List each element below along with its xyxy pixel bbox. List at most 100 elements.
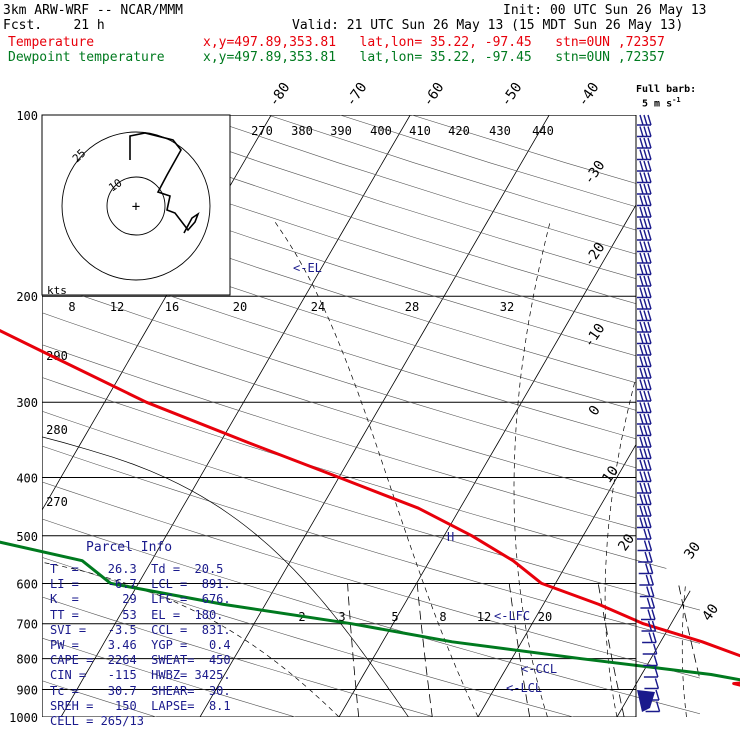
- mixing-ratio-line: [347, 583, 360, 717]
- wind-barb: [637, 413, 652, 425]
- temperature-legend: Temperature: [8, 35, 95, 50]
- theta-label: 280: [46, 423, 68, 437]
- pressure-tick-label: 800: [16, 653, 38, 667]
- mixing-ratio-label: 8: [439, 610, 446, 624]
- mixing-ratio-label: 32: [500, 300, 514, 314]
- theta-label: 420: [448, 124, 470, 138]
- hodograph-frame: [41, 114, 231, 296]
- wind-barb: [637, 241, 652, 253]
- wind-legend-title: Full barb:: [636, 84, 697, 95]
- dry-adiabat-line: [42, 115, 435, 717]
- wind-barb: [639, 574, 654, 586]
- sounding-series: [0, 328, 740, 687]
- mixing-ratio-label: 3: [338, 610, 345, 624]
- wind-barb: [637, 402, 652, 414]
- wind-barb: [637, 160, 652, 172]
- parcel-info-row: K = 29 LFC = 676.: [50, 592, 231, 607]
- temperature-location: x,y=497.89,353.81 lat,lon= 35.22, -97.45…: [203, 35, 665, 50]
- dry-adiabat-line: [42, 115, 700, 717]
- dry-adiabat-line: [42, 115, 700, 717]
- wind-barb: [637, 137, 652, 149]
- valid-time: Valid: 21 UTC Sun 26 May 13 (15 MDT Sun …: [292, 18, 684, 33]
- theta-label: 290: [46, 349, 68, 363]
- pressure-tick-label: 700: [16, 618, 38, 632]
- forecast-hour: Fcst. 21 h: [3, 18, 105, 33]
- wind-barb: [643, 666, 659, 678]
- mixing-ratio-label: 24: [311, 300, 325, 314]
- parcel-info-row: CELL = 265/13: [50, 714, 144, 729]
- temperature-line: [0, 328, 740, 687]
- wind-barb: [641, 620, 657, 632]
- dry-adiabat-line: [42, 115, 700, 717]
- mixing-ratio-line: [678, 583, 700, 717]
- isotherm-label: -10: [581, 321, 609, 351]
- wind-barb: [637, 206, 652, 218]
- model-title: 3km ARW-WRF -- NCAR/MMM: [3, 3, 184, 18]
- isotherm-label: -40: [575, 80, 603, 110]
- wind-legend-value: 5 m s-1: [642, 96, 681, 110]
- hodograph-center: +: [132, 199, 140, 215]
- mixing-ratio-line: [597, 583, 625, 717]
- lcl-annotation: <-LCL: [506, 681, 542, 695]
- theta-label: 270: [46, 495, 68, 509]
- wind-barb: [638, 563, 654, 575]
- wind-barb: [637, 356, 652, 368]
- dry-adiabat-line: [42, 115, 700, 717]
- mixing-ratio-label: 20: [538, 610, 552, 624]
- moist-adiabat-line: [604, 220, 688, 717]
- mixing-ratio-line: [508, 583, 531, 717]
- theta-label: 390: [330, 124, 352, 138]
- parcel-info-row: CIN = -115 HWBZ= 3425.: [50, 668, 231, 683]
- mixing-ratio-label: 12: [477, 610, 491, 624]
- theta-label: 410: [409, 124, 431, 138]
- isotherm-label: -30: [581, 158, 609, 188]
- wind-barb: [639, 586, 655, 598]
- isotherm-line: [616, 115, 700, 717]
- wind-barb: [637, 252, 652, 264]
- moist-adiabat-line: [42, 489, 340, 717]
- wind-barb: [637, 379, 652, 391]
- wind-barb: [637, 448, 652, 460]
- theta-label: 400: [370, 124, 392, 138]
- wind-barb: [637, 183, 652, 195]
- dry-adiabat-line: [42, 115, 700, 717]
- parcel-info-row: CAPE = 2264 SWEAT= 450: [50, 653, 231, 668]
- dry-adiabat-line: [42, 115, 574, 717]
- parcel-info-row: LI = -6.7 LCL = 891.: [50, 577, 231, 592]
- wind-barb: [637, 321, 652, 333]
- wind-barb-pennant: [637, 690, 655, 712]
- wind-barb: [637, 517, 652, 529]
- isotherm-line: [60, 115, 411, 717]
- isotherm-label: -20: [581, 240, 609, 270]
- wind-barb: [637, 436, 652, 448]
- pressure-tick-label: 1000: [9, 711, 38, 725]
- pressure-tick-label: 900: [16, 683, 38, 697]
- dry-adiabat-line: [42, 115, 700, 717]
- pressure-tick-label: 300: [16, 396, 38, 410]
- pressure-tick-label: 200: [16, 290, 38, 304]
- wind-barb: [637, 114, 652, 126]
- hodograph-ring-label: 10: [106, 176, 124, 194]
- parcel-info-row: T = 26.3 Td = 20.5: [50, 562, 224, 576]
- mixing-ratio-label: 20: [233, 300, 247, 314]
- chart-annotations: <-EL <-LFC <-CCL <-LCL H: [293, 261, 557, 695]
- wind-barb: [637, 275, 652, 287]
- pressure-tick-label: 400: [16, 471, 38, 485]
- isotherm-label: -50: [498, 80, 526, 110]
- wind-barb: [644, 678, 660, 690]
- isotherm-label: 20: [615, 531, 638, 554]
- wind-barb: [642, 632, 657, 644]
- moist-adiabat-line: [274, 220, 479, 717]
- wind-barb: [637, 459, 652, 471]
- dry-adiabat-line: [42, 115, 700, 717]
- pressure-tick-label: 100: [16, 109, 38, 123]
- mixing-ratio-label: 16: [165, 300, 179, 314]
- wind-barb: [637, 172, 652, 184]
- wind-barb: [637, 229, 652, 241]
- el-annotation: <-EL: [293, 261, 322, 275]
- dry-adiabat-line: [42, 115, 700, 717]
- wind-barb: [643, 655, 658, 667]
- chart-grid: [42, 115, 700, 717]
